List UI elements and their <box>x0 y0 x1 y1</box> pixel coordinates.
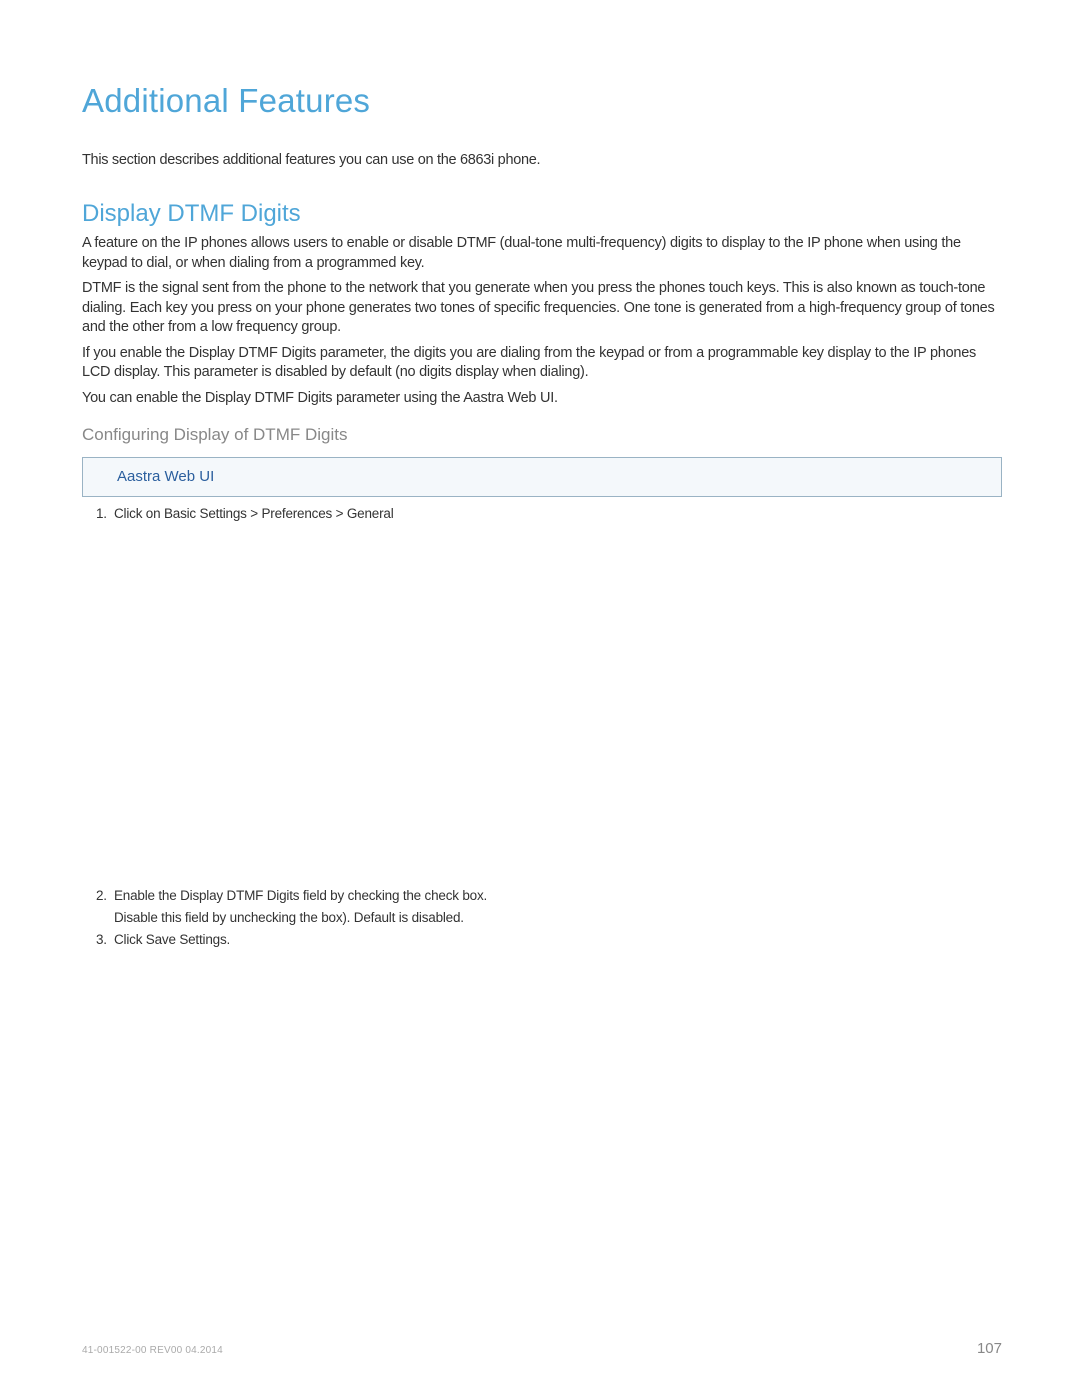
step-2-text-line1: Enable the Display DTMF Digits field by … <box>114 888 487 903</box>
body-paragraph-3: If you enable the Display DTMF Digits pa… <box>82 344 1002 383</box>
step-2: 2.Enable the Display DTMF Digits field b… <box>82 887 1002 905</box>
step-1: 1.Click on Basic Settings > Preferences … <box>82 505 1002 523</box>
step-2-line2: Disable this field by unchecking the box… <box>82 909 1002 927</box>
intro-paragraph: This section describes additional featur… <box>82 152 1002 168</box>
notice-box-label: Aastra Web UI <box>117 468 214 485</box>
footer-page-number: 107 <box>977 1340 1002 1357</box>
step-3-text: Click Save Settings. <box>114 932 230 947</box>
footer-doc-id: 41-001522-00 REV00 04.2014 <box>82 1345 223 1356</box>
step-2-number: 2. <box>96 887 114 905</box>
page-title-h1: Additional Features <box>82 82 1002 120</box>
body-paragraph-2: DTMF is the signal sent from the phone t… <box>82 279 1002 338</box>
subsection-title-h3: Configuring Display of DTMF Digits <box>82 425 1002 445</box>
page-footer: 41-001522-00 REV00 04.2014 107 <box>82 1340 1002 1357</box>
body-paragraph-4: You can enable the Display DTMF Digits p… <box>82 389 1002 409</box>
step-1-number: 1. <box>96 505 114 523</box>
step-3: 3.Click Save Settings. <box>82 931 1002 949</box>
step-1-text: Click on Basic Settings > Preferences > … <box>114 506 394 521</box>
step-3-number: 3. <box>96 931 114 949</box>
screenshot-placeholder-gap <box>82 527 1002 887</box>
notice-box: Aastra Web UI <box>82 457 1002 497</box>
body-paragraph-1: A feature on the IP phones allows users … <box>82 234 1002 273</box>
section-title-h2: Display DTMF Digits <box>82 200 1002 228</box>
